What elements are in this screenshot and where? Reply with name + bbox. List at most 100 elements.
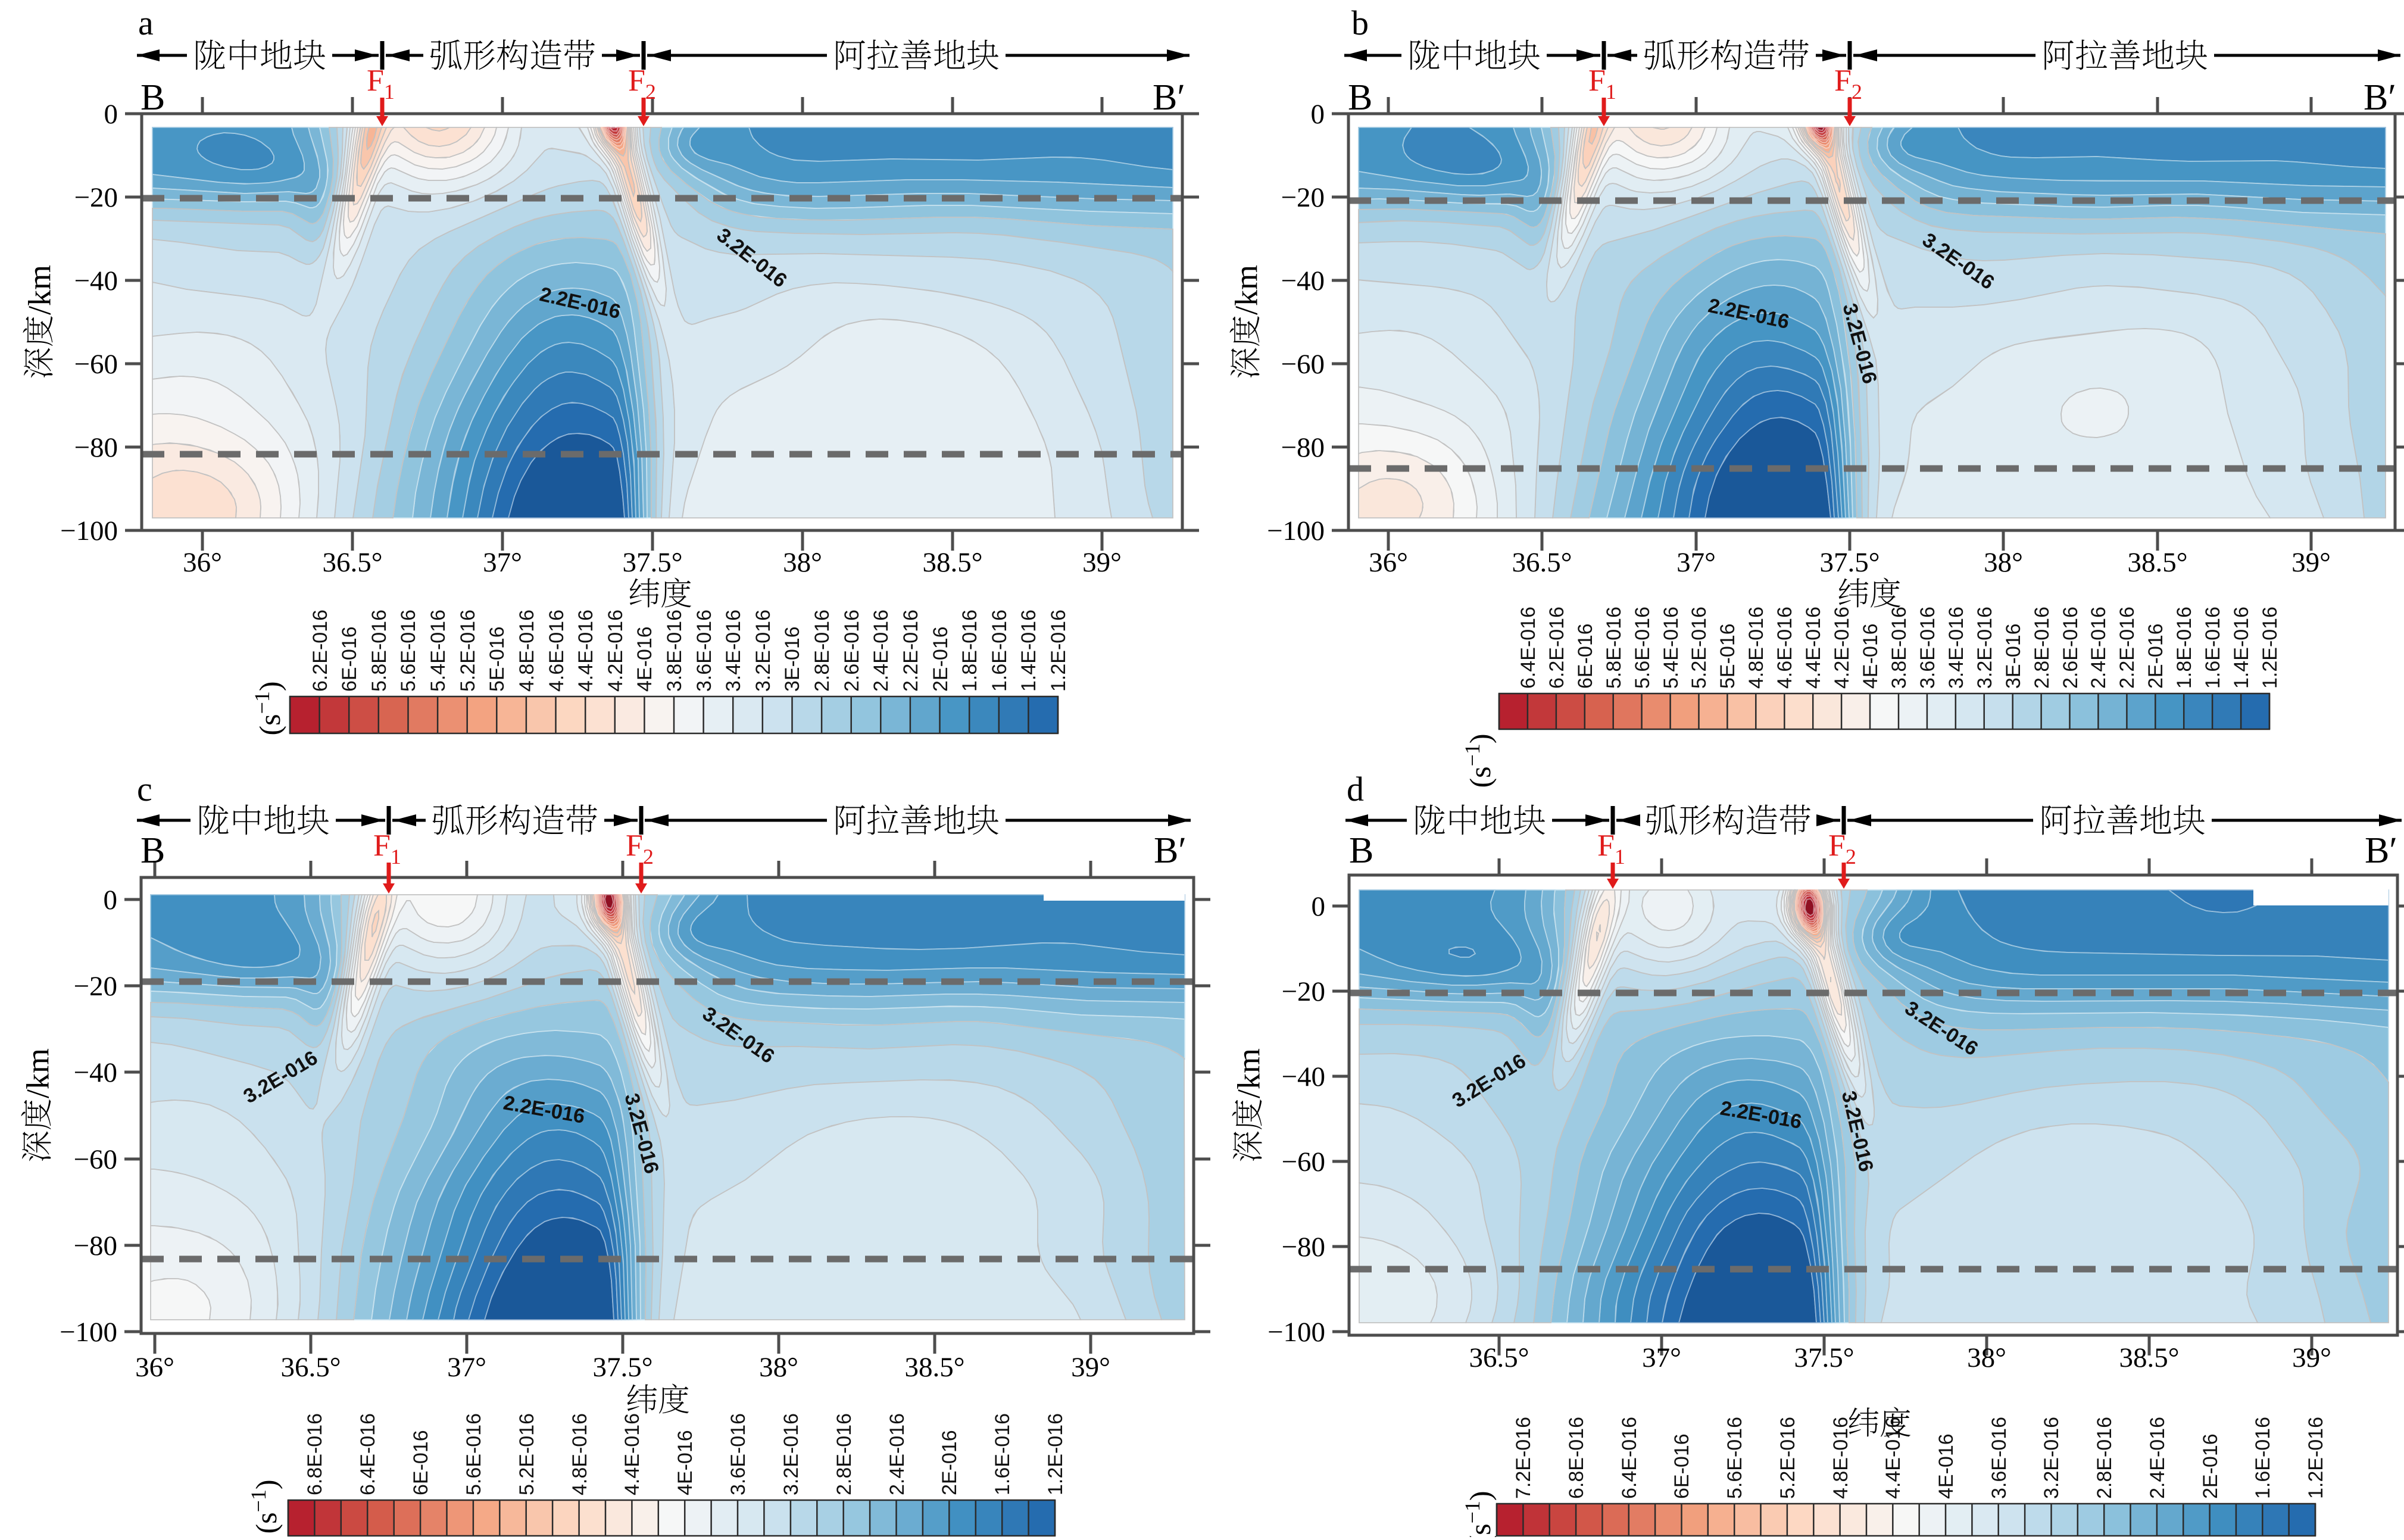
svg-text:37°: 37°: [447, 1352, 486, 1383]
svg-text:/km: /km: [1231, 1048, 1266, 1098]
svg-text:38°: 38°: [783, 547, 822, 578]
svg-text:36°: 36°: [183, 547, 222, 578]
svg-text:4.6E-016: 4.6E-016: [1774, 607, 1796, 689]
svg-text:(s−1): (s−1): [1460, 733, 1497, 788]
svg-text:B′: B′: [1153, 77, 1185, 118]
svg-text:−100: −100: [60, 1317, 117, 1348]
svg-text:2E-016: 2E-016: [2144, 623, 2167, 689]
svg-text:−20: −20: [1281, 976, 1325, 1007]
svg-text:F1: F1: [1588, 64, 1616, 104]
svg-text:(s−1): (s−1): [250, 681, 286, 735]
svg-text:38°: 38°: [759, 1352, 798, 1383]
svg-text:4E-016: 4E-016: [633, 626, 656, 692]
svg-text:B: B: [1348, 77, 1372, 118]
svg-text:4E-016: 4E-016: [1859, 623, 1882, 689]
svg-text:2.6E-016: 2.6E-016: [841, 610, 863, 692]
svg-text:38.5°: 38.5°: [2119, 1342, 2179, 1373]
svg-text:4.4E-016: 4.4E-016: [575, 610, 597, 692]
svg-text:/km: /km: [1228, 265, 1264, 315]
svg-text:6.8E-016: 6.8E-016: [304, 1413, 326, 1495]
svg-text:5.2E-016: 5.2E-016: [1777, 1417, 1799, 1499]
svg-text:5.2E-016: 5.2E-016: [457, 610, 479, 692]
svg-text:3.6E-016: 3.6E-016: [693, 610, 716, 692]
svg-text:5.8E-016: 5.8E-016: [368, 610, 391, 692]
svg-text:1.2E-016: 1.2E-016: [1044, 1413, 1067, 1495]
svg-text:b: b: [1351, 4, 1369, 42]
svg-text:37°: 37°: [483, 547, 522, 578]
svg-text:B: B: [141, 830, 165, 871]
svg-text:37.5°: 37.5°: [592, 1352, 652, 1383]
svg-text:4.4E-016: 4.4E-016: [1802, 607, 1825, 689]
svg-text:3E-016: 3E-016: [781, 626, 804, 692]
svg-text:−40: −40: [74, 265, 118, 296]
svg-text:3.4E-016: 3.4E-016: [722, 610, 745, 692]
svg-text:−40: −40: [73, 1057, 117, 1088]
svg-text:37.5°: 37.5°: [1819, 547, 1880, 578]
svg-text:5.6E-016: 5.6E-016: [397, 610, 420, 692]
svg-text:38.5°: 38.5°: [904, 1352, 964, 1383]
svg-text:7.2E-016: 7.2E-016: [1512, 1417, 1535, 1499]
svg-text:36.5°: 36.5°: [1469, 1342, 1529, 1373]
svg-text:−100: −100: [60, 516, 118, 546]
svg-text:5.2E-016: 5.2E-016: [1688, 607, 1710, 689]
svg-text:39°: 39°: [2292, 1342, 2331, 1373]
svg-text:1.6E-016: 1.6E-016: [2252, 1417, 2274, 1499]
svg-text:−40: −40: [1281, 265, 1325, 296]
svg-text:2.8E-016: 2.8E-016: [2093, 1417, 2116, 1499]
svg-text:4.8E-016: 4.8E-016: [1745, 607, 1768, 689]
svg-text:5.4E-016: 5.4E-016: [427, 610, 449, 692]
svg-text:38°: 38°: [1984, 547, 2023, 578]
svg-text:6.2E-016: 6.2E-016: [309, 610, 332, 692]
svg-text:2.8E-016: 2.8E-016: [833, 1413, 856, 1495]
svg-text:B′: B′: [2365, 830, 2397, 871]
svg-text:4E-016: 4E-016: [1935, 1433, 1957, 1499]
svg-text:−40: −40: [1281, 1061, 1325, 1092]
svg-text:36.5°: 36.5°: [322, 547, 382, 578]
svg-text:1.6E-016: 1.6E-016: [988, 610, 1011, 692]
svg-text:5.6E-016: 5.6E-016: [1724, 1417, 1746, 1499]
svg-text:2.4E-016: 2.4E-016: [870, 610, 892, 692]
svg-text:3.2E-016: 3.2E-016: [2040, 1417, 2063, 1499]
svg-text:2.8E-016: 2.8E-016: [811, 610, 833, 692]
svg-text:4E-016: 4E-016: [674, 1430, 697, 1495]
svg-text:37°: 37°: [1642, 1342, 1681, 1373]
svg-text:c: c: [137, 770, 152, 808]
svg-text:37.5°: 37.5°: [622, 547, 682, 578]
svg-text:−60: −60: [74, 349, 118, 380]
svg-text:3E-016: 3E-016: [2002, 623, 2025, 689]
svg-text:1.2E-016: 1.2E-016: [2305, 1417, 2327, 1499]
svg-text:2.4E-016: 2.4E-016: [886, 1413, 908, 1495]
svg-text:0: 0: [1312, 891, 1326, 922]
svg-text:6E-016: 6E-016: [1574, 623, 1597, 689]
svg-text:d: d: [1347, 770, 1364, 808]
svg-text:4.8E-016: 4.8E-016: [1829, 1417, 1852, 1499]
svg-text:3.6E-016: 3.6E-016: [1916, 607, 1939, 689]
svg-text:−60: −60: [1281, 1147, 1325, 1177]
svg-text:/km: /km: [20, 1048, 55, 1098]
svg-text:5.4E-016: 5.4E-016: [1660, 607, 1682, 689]
svg-text:2.8E-016: 2.8E-016: [2031, 607, 2053, 689]
svg-text:−60: −60: [73, 1144, 117, 1175]
svg-text:4.8E-016: 4.8E-016: [516, 610, 538, 692]
svg-text:1.8E-016: 1.8E-016: [959, 610, 981, 692]
svg-text:−80: −80: [1281, 432, 1325, 463]
svg-text:2.6E-016: 2.6E-016: [2059, 607, 2082, 689]
svg-text:1.6E-016: 1.6E-016: [2202, 607, 2224, 689]
svg-text:−100: −100: [1267, 516, 1325, 546]
svg-text:2.4E-016: 2.4E-016: [2146, 1417, 2169, 1499]
svg-text:38°: 38°: [1967, 1342, 2006, 1373]
svg-text:1.2E-016: 1.2E-016: [1047, 610, 1070, 692]
svg-text:3.2E-016: 3.2E-016: [1974, 607, 1996, 689]
svg-text:B′: B′: [1154, 830, 1187, 871]
svg-text:2E-016: 2E-016: [929, 626, 952, 692]
svg-text:5.6E-016: 5.6E-016: [1631, 607, 1654, 689]
svg-text:5.8E-016: 5.8E-016: [1603, 607, 1625, 689]
svg-text:2.2E-016: 2.2E-016: [900, 610, 922, 692]
svg-text:−80: −80: [1281, 1232, 1325, 1263]
svg-text:3.8E-016: 3.8E-016: [1888, 607, 1910, 689]
svg-text:6E-016: 6E-016: [410, 1430, 432, 1495]
svg-text:−80: −80: [74, 432, 118, 463]
svg-text:37°: 37°: [1676, 547, 1716, 578]
svg-text:6E-016: 6E-016: [1671, 1433, 1693, 1499]
svg-text:2.4E-016: 2.4E-016: [2087, 607, 2110, 689]
